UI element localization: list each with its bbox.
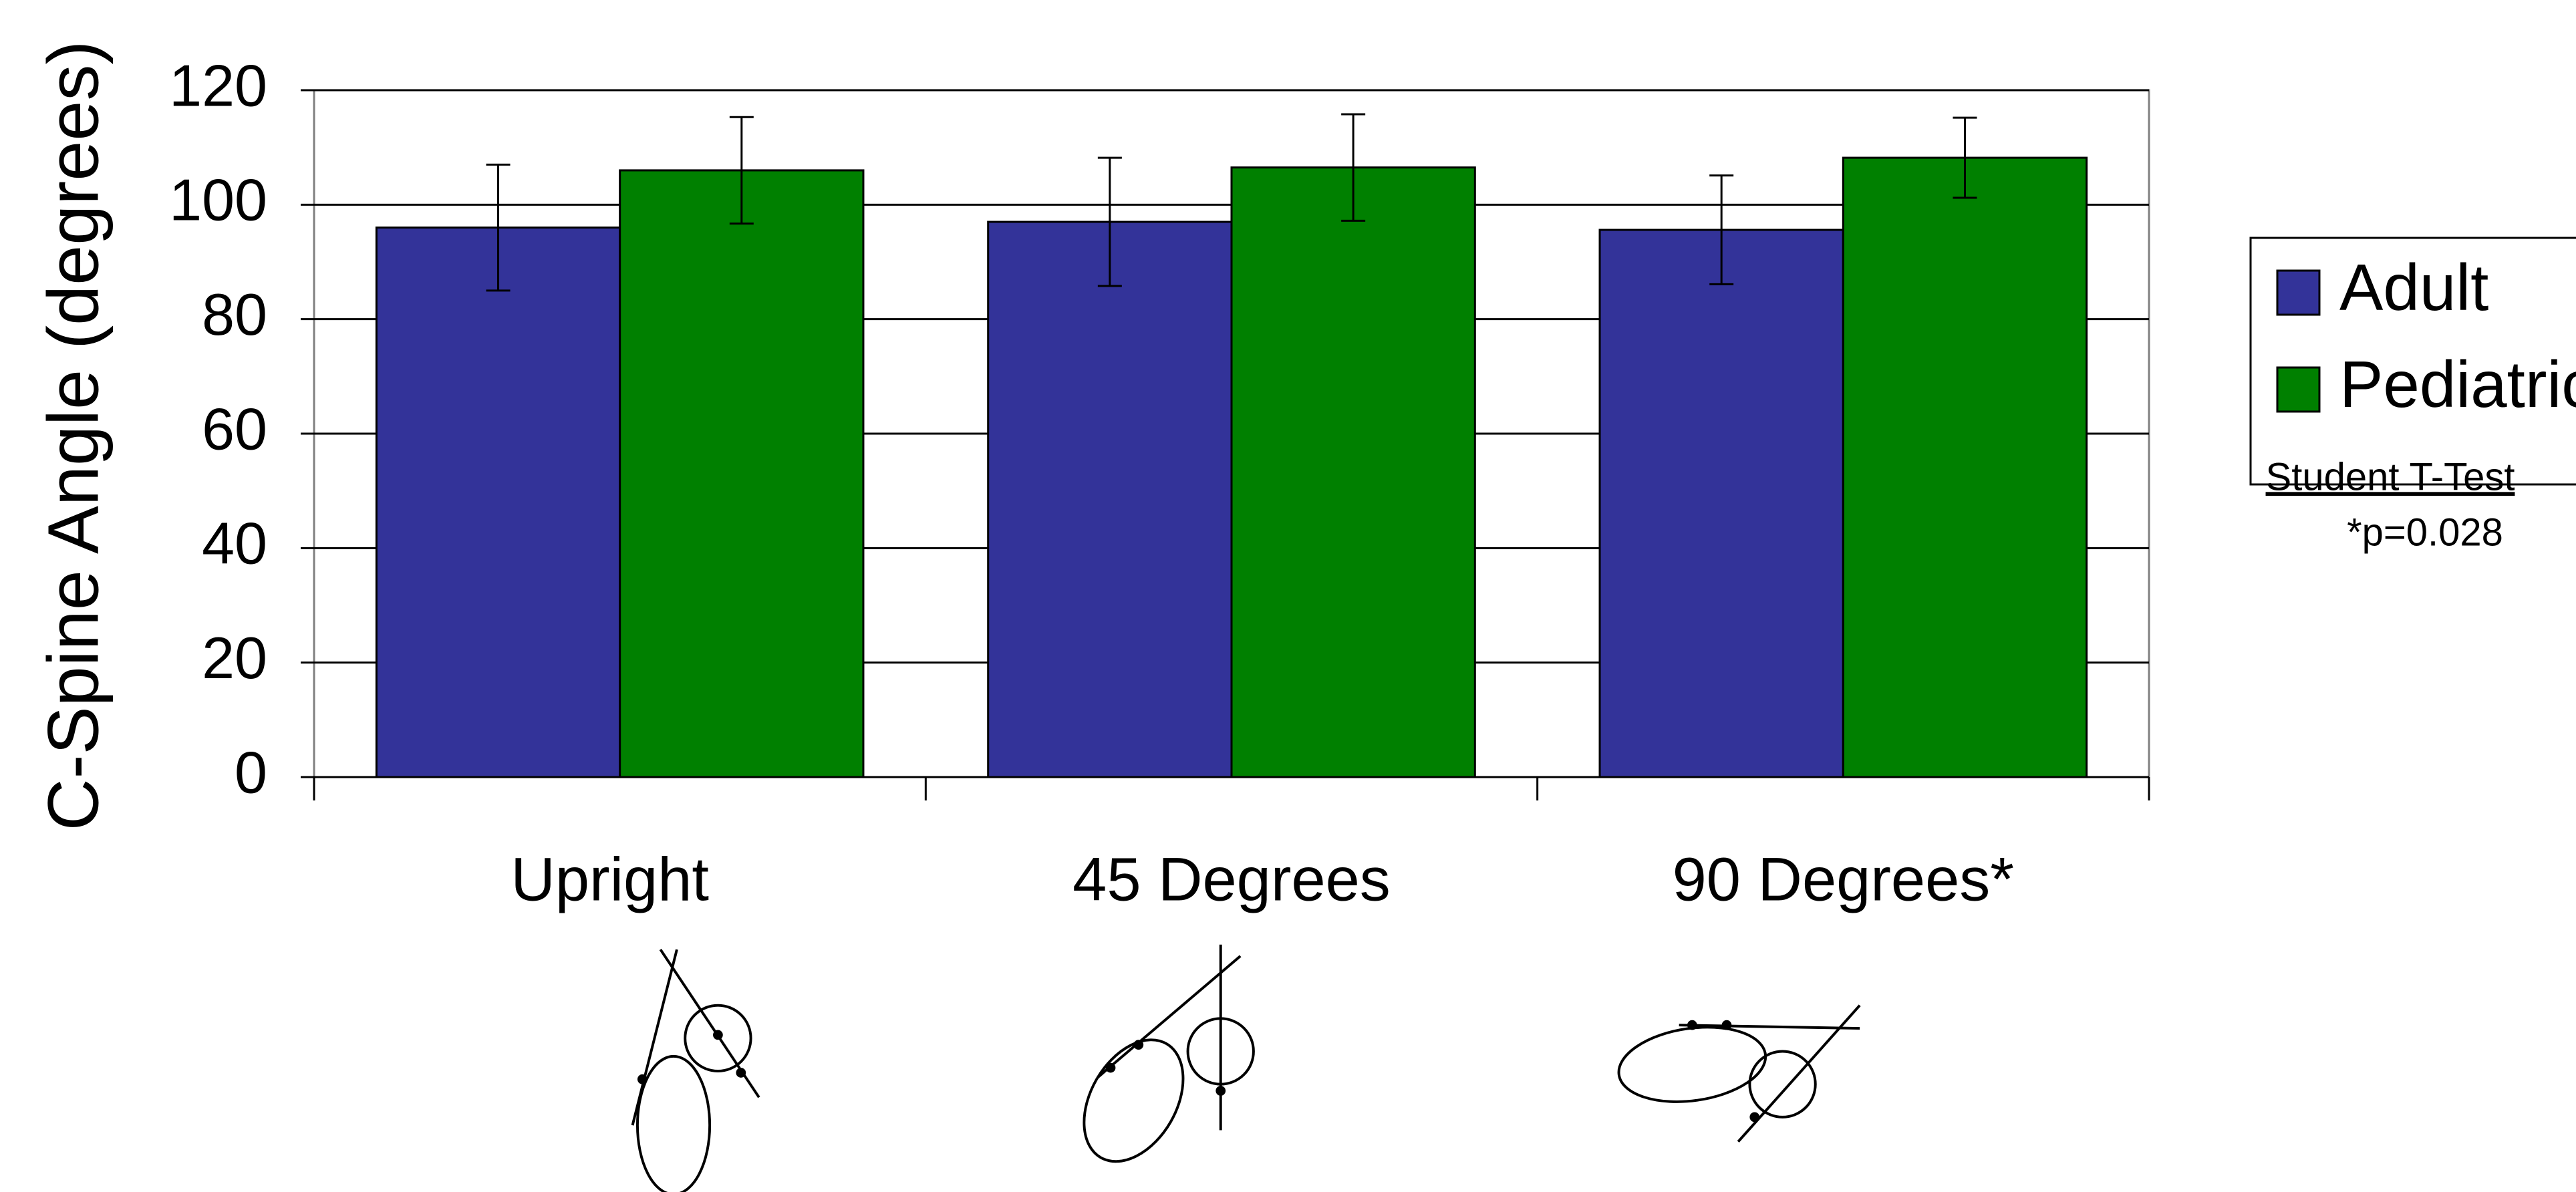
y-tick-label: 0 [235, 739, 267, 805]
y-tick-label: 60 [202, 396, 267, 462]
sketch-90 [1614, 1006, 1860, 1142]
legend-swatch [2277, 271, 2319, 315]
legend-label: Adult [2339, 251, 2488, 324]
bar [376, 228, 619, 777]
y-tick-label: 40 [202, 510, 267, 577]
chart: C-Spine Angle (degrees) Student T-Test *… [0, 0, 2576, 1192]
bar [620, 170, 863, 777]
posture-sketches [633, 945, 1860, 1192]
legend-swatch [2277, 367, 2319, 412]
annotation: Student T-Test [2266, 455, 2515, 498]
y-tick-label: 120 [169, 52, 267, 118]
sketch-45 [1064, 945, 1254, 1179]
y-tick-label: 20 [202, 625, 267, 691]
y-tick-label: 100 [169, 167, 267, 233]
x-tick-label: Upright [511, 845, 709, 913]
y-axis-label: C-Spine Angle (degrees) [33, 41, 114, 831]
x-tick-label: 45 Degrees [1072, 845, 1391, 913]
bar [988, 222, 1232, 777]
legend-label: Pediatric [2339, 347, 2576, 421]
x-tick-label: 90 Degrees* [1673, 845, 2014, 913]
bar [1843, 158, 2086, 777]
sketch-upright [633, 949, 759, 1192]
bar [1232, 168, 1475, 777]
annotation: *p=0.028 [2347, 510, 2503, 554]
y-tick-label: 80 [202, 281, 267, 347]
bar [1600, 230, 1843, 777]
